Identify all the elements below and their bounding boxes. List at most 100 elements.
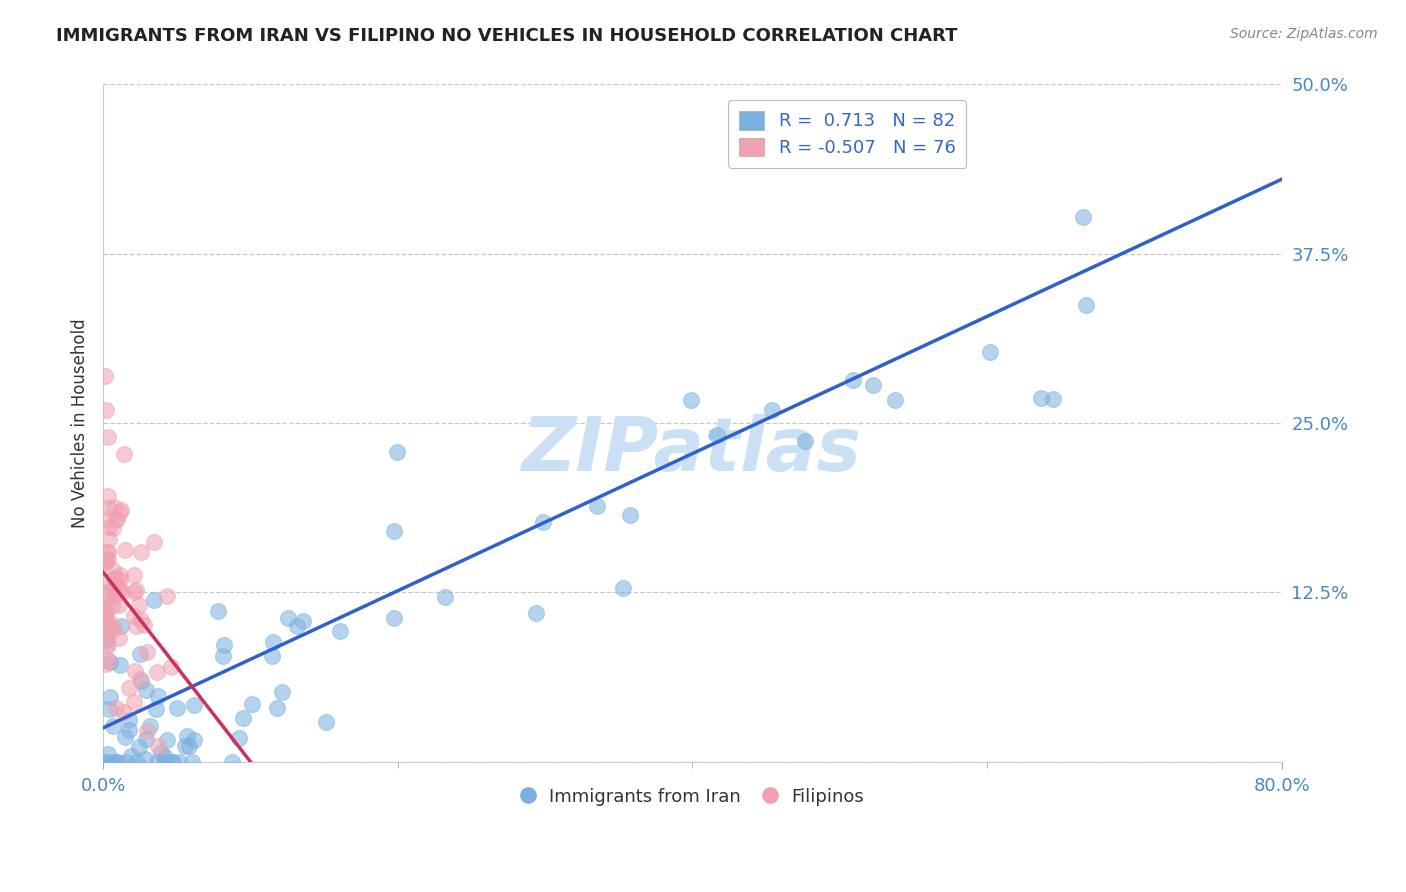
Point [177, 739, 200, 754]
Point [181, 755, 204, 769]
Point [122, 585, 145, 599]
Point [94, 657, 117, 671]
Point [124, 664, 146, 678]
Point [122, 695, 145, 709]
Point [585, 499, 607, 513]
Point [98, 520, 121, 534]
Point [1029, 391, 1052, 405]
Point [94, 512, 117, 526]
Point [103, 571, 125, 585]
Point [125, 755, 148, 769]
Point [291, 615, 314, 629]
Point [98, 532, 121, 546]
Point [101, 564, 124, 578]
Point [679, 392, 702, 407]
Point [135, 683, 157, 698]
Point [98, 655, 121, 669]
Point [101, 582, 124, 597]
Point [105, 755, 128, 769]
Point [108, 657, 131, 672]
Point [101, 719, 124, 733]
Point [285, 619, 308, 633]
Point [761, 403, 783, 417]
Point [96, 430, 118, 444]
Point [94, 605, 117, 619]
Point [98, 690, 121, 704]
Point [104, 701, 127, 715]
Point [183, 698, 205, 712]
Point [1071, 211, 1094, 225]
Point [612, 581, 634, 595]
Point [146, 689, 169, 703]
Point [97, 489, 120, 503]
Point [166, 701, 188, 715]
Point [104, 571, 127, 585]
Point [183, 733, 205, 747]
Point [110, 619, 132, 633]
Point [129, 674, 152, 689]
Point [96, 755, 118, 769]
Point [94, 611, 117, 625]
Legend: Immigrants from Iran, Filipinos: Immigrants from Iran, Filipinos [513, 781, 872, 814]
Point [841, 373, 863, 387]
Point [105, 512, 128, 526]
Point [862, 377, 884, 392]
Point [214, 639, 236, 653]
Point [228, 731, 250, 746]
Point [111, 585, 134, 599]
Point [97, 747, 120, 762]
Point [97, 702, 120, 716]
Point [434, 590, 457, 604]
Point [153, 750, 176, 764]
Point [142, 534, 165, 549]
Point [97, 638, 120, 652]
Point [145, 702, 167, 716]
Y-axis label: No Vehicles in Household: No Vehicles in Household [72, 318, 89, 528]
Point [96, 545, 118, 559]
Point [96, 639, 118, 653]
Point [145, 755, 167, 769]
Point [101, 521, 124, 535]
Point [382, 524, 405, 539]
Point [110, 502, 132, 516]
Point [103, 590, 125, 604]
Point [136, 723, 159, 738]
Point [134, 618, 156, 632]
Point [94, 554, 117, 568]
Point [207, 604, 229, 618]
Point [118, 681, 141, 696]
Point [883, 392, 905, 407]
Point [232, 711, 254, 725]
Point [94, 555, 117, 569]
Point [96, 621, 118, 635]
Point [101, 755, 124, 769]
Point [128, 739, 150, 754]
Point [837, 125, 859, 139]
Point [173, 739, 195, 753]
Point [531, 515, 554, 529]
Point [108, 505, 131, 519]
Point [145, 665, 167, 679]
Point [94, 402, 117, 417]
Point [114, 542, 136, 557]
Point [112, 447, 135, 461]
Point [94, 368, 117, 383]
Point [156, 589, 179, 603]
Point [260, 648, 283, 663]
Point [136, 645, 159, 659]
Point [94, 755, 117, 769]
Point [93, 621, 115, 635]
Point [125, 583, 148, 598]
Point [167, 755, 190, 769]
Point [128, 598, 150, 612]
Point [131, 613, 153, 627]
Point [271, 685, 294, 699]
Point [122, 567, 145, 582]
Point [97, 574, 120, 589]
Point [148, 739, 170, 753]
Point [221, 755, 243, 769]
Point [315, 714, 337, 729]
Point [101, 599, 124, 614]
Point [96, 545, 118, 559]
Point [266, 701, 288, 715]
